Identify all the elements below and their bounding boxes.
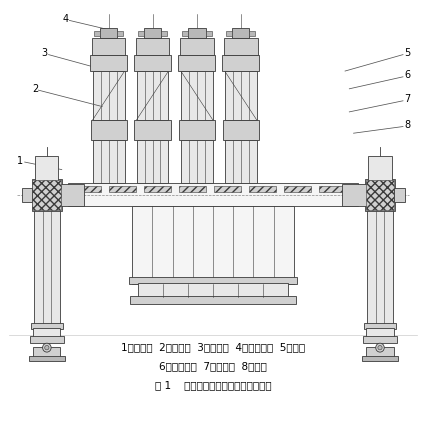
Bar: [138, 283, 288, 297]
Bar: [129, 277, 297, 284]
Bar: [222, 120, 259, 140]
Bar: [100, 28, 118, 38]
Bar: [33, 347, 60, 357]
Text: 1: 1: [17, 156, 23, 166]
Text: 6: 6: [404, 71, 410, 80]
Bar: [367, 206, 393, 324]
Bar: [132, 206, 294, 284]
Bar: [342, 184, 393, 206]
Text: 7: 7: [404, 95, 410, 104]
Bar: [179, 186, 206, 192]
Bar: [118, 31, 124, 36]
Text: 2: 2: [32, 84, 38, 94]
Text: 6．两半卡撞  7．轴承座  8．轴承: 6．两半卡撞 7．轴承座 8．轴承: [159, 361, 267, 371]
Circle shape: [376, 343, 384, 352]
Text: 4: 4: [63, 14, 69, 24]
Bar: [137, 71, 169, 120]
Bar: [135, 120, 170, 140]
Circle shape: [378, 345, 382, 350]
Bar: [225, 140, 256, 183]
Bar: [93, 140, 124, 183]
Bar: [214, 186, 241, 192]
Bar: [130, 296, 296, 304]
Text: 8: 8: [404, 120, 410, 130]
Bar: [188, 28, 206, 38]
Text: 3: 3: [42, 48, 48, 58]
Bar: [22, 188, 32, 202]
Bar: [179, 120, 215, 140]
Bar: [161, 31, 167, 36]
Bar: [29, 356, 65, 361]
Bar: [75, 186, 101, 192]
Text: 5: 5: [404, 48, 410, 58]
Bar: [144, 28, 161, 38]
Bar: [35, 156, 58, 183]
Bar: [284, 186, 311, 192]
Bar: [225, 71, 256, 120]
Bar: [250, 31, 256, 36]
Circle shape: [43, 343, 51, 352]
Bar: [249, 186, 276, 192]
Circle shape: [45, 345, 49, 350]
Bar: [394, 188, 405, 202]
Bar: [137, 140, 169, 183]
Bar: [364, 323, 396, 329]
Bar: [93, 71, 124, 120]
Bar: [178, 56, 216, 71]
Bar: [224, 38, 257, 56]
Bar: [31, 323, 63, 329]
Bar: [134, 56, 171, 71]
Bar: [144, 186, 171, 192]
Bar: [180, 38, 214, 56]
Bar: [226, 31, 232, 36]
Bar: [232, 28, 250, 38]
Bar: [90, 56, 127, 71]
Bar: [366, 328, 394, 337]
Bar: [366, 180, 394, 210]
Bar: [109, 186, 136, 192]
Bar: [138, 31, 144, 36]
Bar: [181, 140, 213, 183]
Bar: [362, 356, 398, 361]
Bar: [94, 31, 100, 36]
Bar: [365, 179, 395, 211]
Bar: [366, 347, 394, 357]
Bar: [182, 31, 188, 36]
Text: 图 1    多绳摩擦式提升机天轮装置结构: 图 1 多绳摩擦式提升机天轮装置结构: [155, 381, 271, 390]
Bar: [181, 71, 213, 120]
Bar: [33, 184, 84, 206]
Bar: [90, 120, 127, 140]
Bar: [222, 56, 259, 71]
Bar: [92, 38, 125, 56]
Bar: [34, 206, 60, 324]
Bar: [30, 336, 64, 343]
Bar: [136, 38, 170, 56]
Bar: [68, 183, 358, 206]
Bar: [32, 179, 62, 211]
Bar: [319, 186, 345, 192]
Bar: [32, 180, 61, 210]
Bar: [368, 156, 392, 183]
Text: 1．天轮轴  2．固定轮  3．游动轮  4．天轮衬垫  5．轴瓦: 1．天轮轴 2．固定轮 3．游动轮 4．天轮衬垫 5．轴瓦: [121, 342, 305, 352]
Bar: [206, 31, 212, 36]
Bar: [363, 336, 397, 343]
Bar: [33, 328, 60, 337]
